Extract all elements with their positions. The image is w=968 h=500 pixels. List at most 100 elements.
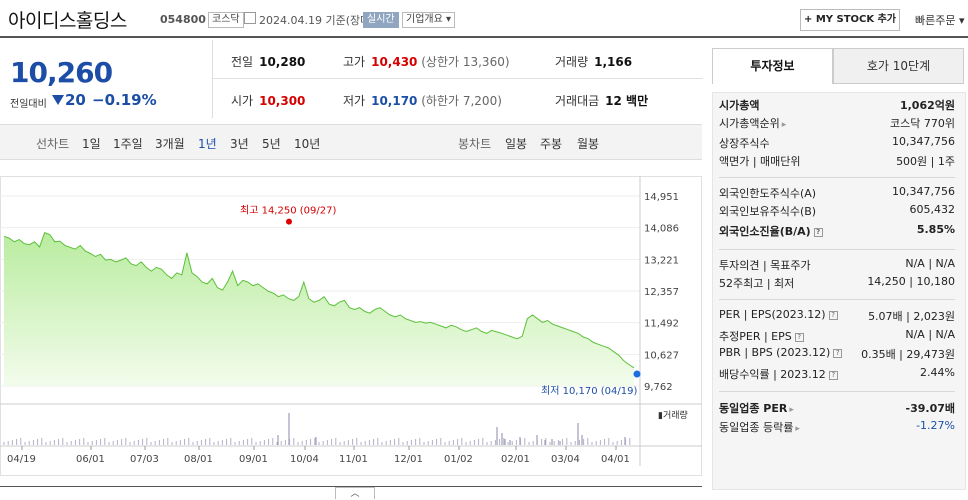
- info-row: 외국인보유주식수(B) 605,432: [719, 203, 955, 221]
- info-value: -39.07배: [905, 402, 955, 415]
- info-label: 외국인보유주식수(B): [719, 205, 817, 218]
- period-10y[interactable]: 10년: [294, 137, 321, 151]
- help-icon[interactable]: ?: [794, 332, 804, 342]
- side-tabs: 투자정보 호가 10단계: [712, 48, 964, 84]
- info-label: 동일업종 PER ▸: [719, 402, 794, 415]
- prev-close: 전일 10,280: [231, 55, 306, 69]
- y-tick-label: 12,357: [644, 287, 679, 298]
- current-price: 10,260: [10, 56, 113, 89]
- info-row: 시가총액순위 ▸ 코스닥 770위: [719, 115, 955, 133]
- volume-legend: ▮거래량: [658, 409, 688, 421]
- period-5y[interactable]: 5년: [262, 137, 281, 151]
- info-label: PBR | BPS (2023.12)?: [719, 346, 843, 359]
- info-label: 외국인한도주식수(A): [719, 187, 817, 200]
- info-label: 상장주식수: [719, 137, 770, 150]
- x-tick-label: 02/01: [501, 454, 530, 465]
- info-value: -1.27%: [916, 419, 955, 432]
- calendar-icon: [244, 12, 256, 24]
- arrow-right-icon: ▸: [795, 424, 800, 434]
- candle-monthly[interactable]: 월봉: [577, 137, 600, 151]
- down-triangle-icon: [52, 95, 64, 105]
- info-label: 외국인소진율(B/A)?: [719, 223, 823, 239]
- help-icon[interactable]: ?: [833, 348, 843, 358]
- chevron-up-icon[interactable]: ︿: [335, 487, 375, 499]
- line-chart-label: 선차트: [36, 137, 70, 151]
- max-point: [286, 218, 292, 225]
- max-label: 최고 14,250 (09/27): [240, 205, 336, 217]
- quote-table: 전일 10,280 고가 10,430 (상한가 13,360) 거래량 1,166 …: [212, 40, 703, 118]
- arrow-right-icon: ▸: [781, 120, 787, 130]
- add-my-stock-button[interactable]: + MY STOCK 추가: [800, 9, 900, 31]
- info-value: 14,250 | 10,180: [867, 275, 955, 288]
- price-chart[interactable]: 14,951 14,086 13,221 12,357 11,492 10,627 9,76…: [0, 176, 702, 476]
- market-badge: 코스닥: [208, 12, 244, 28]
- x-tick-label: 04/01: [601, 454, 630, 465]
- open-price: 시가 10,300: [231, 94, 306, 108]
- day-low: 저가 10,170 (하한가 7,200): [343, 94, 502, 108]
- day-high: 고가 10,430 (상한가 13,360): [343, 55, 510, 69]
- info-value: 2.44%: [920, 366, 955, 379]
- info-divider: [719, 299, 955, 300]
- help-icon[interactable]: ?: [828, 370, 838, 380]
- info-label: 투자의견 | 목표주가: [719, 259, 811, 272]
- arrow-right-icon: ▸: [789, 405, 794, 415]
- info-row: 동일업종 PER ▸ -39.07배: [719, 400, 955, 418]
- price-line: [3, 232, 635, 369]
- info-label: 동일업종 등락률 ▸: [719, 421, 800, 434]
- help-icon[interactable]: ?: [828, 310, 838, 320]
- info-value: 1,062억원: [899, 99, 955, 112]
- info-row: 액면가 | 매매단위 500원 | 1주: [719, 153, 955, 171]
- info-label: 추정PER | EPS?: [719, 328, 804, 344]
- period-1w[interactable]: 1주일: [113, 137, 143, 151]
- info-row: PER | EPS(2023.12)? 5.07배 | 2,023원: [719, 308, 955, 326]
- chart-bottom-border: [0, 486, 702, 487]
- info-row: 상장주식수 10,347,756: [719, 135, 955, 153]
- company-overview-dropdown[interactable]: 기업개요 ▾: [402, 12, 455, 28]
- y-tick-label: 9,762: [644, 382, 673, 393]
- price-change-percent: −0.19%: [92, 91, 157, 109]
- info-label: 배당수익률 | 2023.12?: [719, 366, 838, 382]
- info-label: 시가총액순위 ▸: [719, 117, 787, 130]
- candle-chart-label: 봉차트: [458, 137, 492, 151]
- base-date: 2024.04.19 기준(장마감): [259, 14, 385, 27]
- info-row: 투자의견 | 목표주가 N/A | N/A: [719, 257, 955, 275]
- period-3m[interactable]: 3개월: [155, 137, 185, 151]
- min-label: 최저 10,170 (04/19): [541, 385, 637, 397]
- x-tick-label: 12/01: [394, 454, 423, 465]
- x-tick-label: 04/19: [7, 454, 36, 465]
- tab-investment-info[interactable]: 투자정보: [712, 48, 833, 84]
- info-row: 동일업종 등락률 ▸ -1.27%: [719, 419, 955, 437]
- info-divider: [719, 249, 955, 250]
- info-value: N/A | N/A: [905, 328, 955, 341]
- x-tick-label: 03/04: [551, 454, 580, 465]
- info-label: 52주최고 | 최저: [719, 277, 795, 290]
- y-tick-label: 11,492: [644, 319, 679, 330]
- period-1d[interactable]: 1일: [82, 137, 101, 151]
- realtime-badge[interactable]: 실시간: [363, 12, 399, 28]
- period-3y[interactable]: 3년: [230, 137, 249, 151]
- quick-order-button[interactable]: 빠른주문 ▾: [915, 14, 965, 27]
- info-row: 배당수익률 | 2023.12? 2.44%: [719, 366, 955, 384]
- info-row: 외국인한도주식수(A) 10,347,756: [719, 185, 955, 203]
- candle-weekly[interactable]: 주봉: [540, 137, 563, 151]
- x-tick-label: 10/04: [290, 454, 319, 465]
- info-value: 코스닥 770위: [890, 117, 955, 130]
- period-selector: 선차트 1일 1주일 3개월 1년 3년 5년 10년 봉차트 일봉 주봉 월봉: [0, 124, 702, 160]
- candle-daily[interactable]: 일봉: [505, 137, 528, 151]
- y-tick-label: 13,221: [644, 255, 679, 266]
- info-label: 시가총액: [719, 99, 760, 112]
- info-value: 500원 | 1주: [896, 155, 955, 168]
- tab-orderbook[interactable]: 호가 10단계: [833, 48, 964, 84]
- stock-name: 아이디스홀딩스: [8, 10, 127, 32]
- help-icon[interactable]: ?: [813, 227, 823, 237]
- min-point: [633, 370, 641, 378]
- x-tick-label: 01/02: [444, 454, 473, 465]
- info-row: 시가총액 1,062억원: [719, 97, 955, 115]
- info-label: PER | EPS(2023.12)?: [719, 308, 838, 321]
- info-row: 추정PER | EPS? N/A | N/A: [719, 328, 955, 346]
- x-tick-label: 06/01: [76, 454, 105, 465]
- period-1y[interactable]: 1년: [198, 137, 217, 151]
- volume: 거래량 1,166: [555, 55, 633, 69]
- trade-amount: 거래대금 12 백만: [555, 94, 649, 108]
